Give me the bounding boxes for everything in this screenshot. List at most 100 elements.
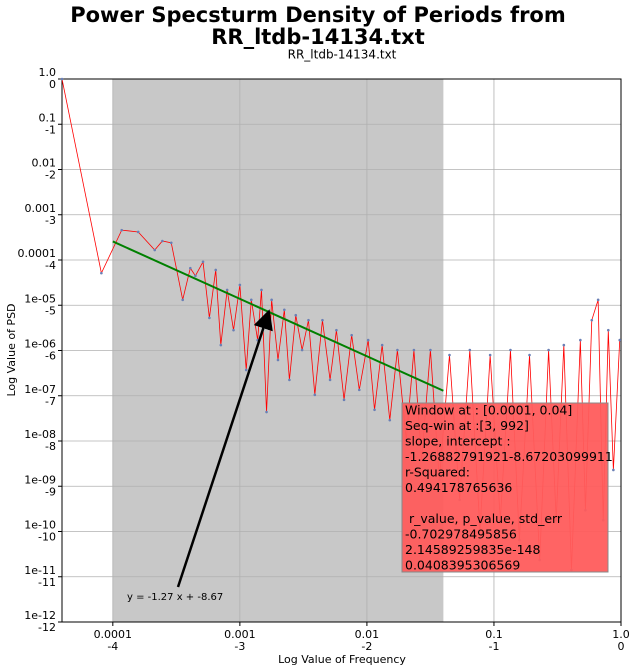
y-tick-label: 1e-07 [24, 383, 56, 396]
plot-frame [61, 78, 622, 623]
y-tick-label: 0.01 [32, 157, 57, 170]
y-tick-value: -6 [45, 350, 56, 363]
psd-point [468, 348, 472, 352]
psd-point [238, 283, 242, 287]
y-tick-label: 1e-09 [24, 473, 56, 486]
annotation-box [401, 402, 609, 573]
psd-point [120, 228, 124, 232]
psd-point [161, 239, 164, 243]
y-tick-value: 0 [49, 78, 56, 91]
psd-point [249, 298, 253, 302]
y-tick-value: -10 [38, 531, 56, 544]
y-tick-label: 1e-05 [24, 292, 56, 305]
y-tick-label: 1e-06 [24, 338, 56, 351]
y-tick-value: -11 [38, 576, 56, 589]
annotation-line: r_value, p_value, std_err [405, 511, 563, 526]
x-tick-label: 0.1 [485, 628, 503, 641]
psd-point [321, 318, 324, 322]
annotation-line: 0.494178765636 [405, 480, 512, 495]
psd-point [136, 230, 140, 234]
annotation-line: 2.14589259835e-148 [405, 542, 541, 557]
y-tick-label: 0.1 [39, 111, 57, 124]
y-tick-label: 1.0 [39, 66, 57, 79]
psd-point [429, 348, 432, 352]
psd-point [328, 378, 332, 382]
psd-point [294, 313, 298, 317]
annotation-line: 0.0408395306569 [405, 558, 520, 573]
psd-point [606, 328, 610, 332]
psd-point [194, 274, 197, 278]
x-tick-label: 0.01 [355, 628, 380, 641]
psd-point [300, 348, 304, 352]
annotation-line: -1.26882791921-8.67203099911 [405, 449, 613, 464]
psd-point [612, 468, 615, 472]
psd-point [562, 343, 566, 347]
psd-point [244, 368, 248, 372]
x-tick-value: 0 [618, 640, 625, 653]
y-tick-value: -3 [45, 214, 56, 227]
psd-point [596, 298, 600, 302]
chart-title: Power Specsturm Density of Periods from … [70, 3, 566, 49]
psd-point [214, 268, 218, 272]
fit-label: y = -1.27 x + -8.67 [127, 592, 223, 603]
y-tick-label: 1e-10 [24, 519, 56, 532]
psd-point [276, 358, 280, 362]
psd-point [169, 241, 173, 245]
x-axis-label: Log Value of Frequency [278, 653, 406, 666]
psd-point [219, 343, 223, 347]
psd-point [357, 388, 361, 392]
annotation-line: Seq-win at :[3, 992] [405, 418, 529, 433]
psd-point [208, 316, 211, 320]
psd-point [579, 338, 582, 342]
y-tick-value: -9 [45, 485, 56, 498]
y-tick-label: 1e-12 [24, 609, 56, 622]
y-tick-label: 1e-08 [24, 428, 56, 441]
psd-point [509, 348, 512, 352]
x-tick-value: -1 [488, 640, 499, 653]
psd-point [307, 318, 310, 322]
y-tick-value: -8 [45, 440, 56, 453]
psd-point [201, 260, 205, 264]
y-tick-value: -4 [45, 259, 56, 272]
annotation-line: slope, intercept : [405, 434, 511, 449]
psd-point [100, 271, 103, 275]
y-tick-label: 0.0001 [18, 247, 57, 260]
psd-point [366, 338, 370, 342]
psd-point [288, 378, 291, 382]
psd-point [270, 298, 273, 302]
y-tick-value: -12 [38, 621, 56, 634]
psd-point [590, 318, 594, 322]
y-axis-label: Log Value of PSD [5, 303, 18, 396]
annotation-line: r-Squared: [405, 465, 470, 480]
chart-subtitle: RR_ltdb-14134.txt [288, 48, 397, 62]
x-tick-value: -2 [361, 640, 372, 653]
y-tick-value: -7 [45, 395, 56, 408]
psd-point [260, 288, 263, 292]
psd-point [265, 410, 268, 414]
psd-point [153, 248, 157, 252]
x-tick-label: 1.0 [612, 628, 630, 641]
psd-point [388, 418, 392, 422]
psd-point [373, 408, 376, 412]
psd-point [350, 333, 353, 337]
arrow [176, 309, 273, 588]
psd-point [181, 298, 184, 302]
y-tick-value: -2 [45, 169, 56, 182]
psd-point [342, 398, 346, 402]
x-tick-value: -3 [234, 640, 245, 653]
psd-point [60, 77, 64, 81]
psd-point [412, 348, 416, 352]
y-tick-value: -1 [45, 123, 56, 136]
x-tick-value: -4 [107, 640, 118, 653]
psd-point [313, 393, 317, 397]
psd-line [61, 78, 621, 570]
annotation-line: -0.702978495856 [405, 527, 517, 542]
psd-point [189, 266, 192, 270]
psd-point [380, 343, 384, 347]
psd-point [283, 308, 286, 312]
x-tick-label: 0.0001 [94, 628, 133, 641]
y-tick-label: 1e-11 [24, 564, 56, 577]
psd-point [618, 338, 622, 342]
psd-point [232, 328, 235, 332]
